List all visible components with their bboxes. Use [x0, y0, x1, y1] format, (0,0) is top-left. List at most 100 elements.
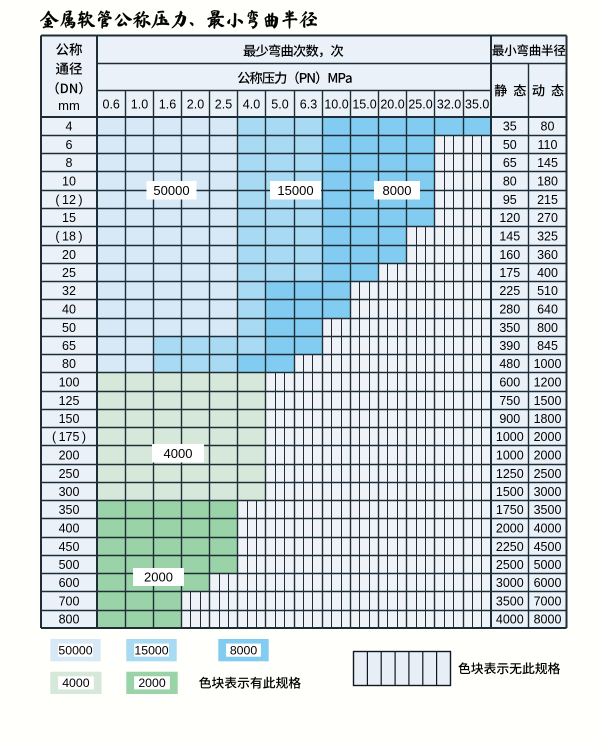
- svg-text:1500: 1500: [496, 485, 524, 499]
- svg-text:10.0: 10.0: [324, 97, 348, 111]
- svg-text:1750: 1750: [496, 503, 524, 517]
- svg-text:10: 10: [62, 175, 76, 189]
- svg-text:25: 25: [62, 266, 76, 280]
- svg-text:2500: 2500: [534, 467, 562, 481]
- svg-text:5000: 5000: [534, 558, 562, 572]
- svg-text:40: 40: [62, 303, 76, 317]
- svg-text:800: 800: [537, 321, 558, 335]
- svg-text:800: 800: [59, 613, 80, 627]
- svg-text:145: 145: [499, 230, 520, 244]
- svg-text:500: 500: [59, 558, 80, 572]
- svg-text:400: 400: [59, 522, 80, 536]
- svg-text:(: (: [52, 430, 57, 444]
- svg-text:250: 250: [59, 467, 80, 481]
- svg-text:3500: 3500: [534, 503, 562, 517]
- svg-text:1.6: 1.6: [159, 97, 176, 111]
- svg-text:2250: 2250: [496, 540, 524, 554]
- svg-text:300: 300: [59, 485, 80, 499]
- svg-text:4500: 4500: [534, 540, 562, 554]
- svg-text:110: 110: [538, 138, 558, 152]
- svg-text:6000: 6000: [534, 576, 562, 590]
- svg-text:2000: 2000: [534, 449, 562, 463]
- svg-text:15.0: 15.0: [352, 97, 376, 111]
- svg-text:50: 50: [62, 321, 76, 335]
- svg-text:8000: 8000: [230, 644, 258, 658]
- svg-text:12: 12: [62, 193, 76, 207]
- svg-text:4000: 4000: [534, 522, 562, 536]
- svg-text:95: 95: [503, 193, 517, 207]
- svg-text:150: 150: [59, 412, 80, 426]
- svg-text:80: 80: [541, 120, 555, 134]
- svg-text:8: 8: [66, 156, 73, 170]
- svg-text:400: 400: [537, 266, 558, 280]
- svg-text:15: 15: [62, 211, 76, 225]
- svg-text:480: 480: [499, 357, 520, 371]
- svg-text:2000: 2000: [138, 676, 166, 690]
- svg-text:1000: 1000: [534, 357, 562, 371]
- svg-text:2.5: 2.5: [215, 97, 232, 111]
- svg-text:25.0: 25.0: [408, 97, 432, 111]
- svg-text:6.3: 6.3: [300, 97, 317, 111]
- svg-text:360: 360: [537, 248, 558, 262]
- svg-text:3000: 3000: [534, 485, 562, 499]
- svg-text:50000: 50000: [58, 644, 92, 658]
- svg-text:8000: 8000: [534, 613, 562, 627]
- svg-text:2000: 2000: [496, 522, 524, 536]
- svg-text:18: 18: [62, 230, 76, 244]
- svg-text:3000: 3000: [496, 576, 524, 590]
- svg-text:2000: 2000: [534, 430, 562, 444]
- svg-text:2.0: 2.0: [187, 97, 204, 111]
- svg-text:(: (: [55, 193, 60, 207]
- svg-text:80: 80: [503, 175, 517, 189]
- svg-text:450: 450: [59, 540, 80, 554]
- svg-text:4.0: 4.0: [243, 97, 260, 111]
- svg-text:1000: 1000: [496, 430, 524, 444]
- svg-text:4000: 4000: [164, 446, 193, 461]
- svg-text:125: 125: [59, 394, 80, 408]
- svg-text:20.0: 20.0: [380, 97, 404, 111]
- svg-text:0.6: 0.6: [103, 97, 120, 111]
- svg-text:4000: 4000: [496, 613, 524, 627]
- svg-text:2500: 2500: [496, 558, 524, 572]
- svg-text:700: 700: [59, 595, 80, 609]
- svg-text:20: 20: [62, 248, 76, 262]
- svg-text:750: 750: [499, 394, 520, 408]
- svg-text:4000: 4000: [62, 676, 90, 690]
- svg-text:mm: mm: [58, 98, 80, 113]
- svg-text:100: 100: [59, 376, 80, 390]
- svg-text:390: 390: [499, 339, 520, 353]
- svg-text:350: 350: [59, 503, 80, 517]
- svg-text:175: 175: [499, 266, 520, 280]
- svg-text:270: 270: [537, 211, 558, 225]
- svg-text:15000: 15000: [277, 183, 313, 198]
- svg-text:8000: 8000: [383, 183, 412, 198]
- svg-text:640: 640: [537, 303, 558, 317]
- svg-text:600: 600: [499, 376, 520, 390]
- svg-text:1500: 1500: [534, 394, 562, 408]
- svg-text:325: 325: [537, 230, 558, 244]
- svg-text:120: 120: [499, 211, 520, 225]
- svg-text:32.0: 32.0: [437, 97, 461, 111]
- svg-text:200: 200: [59, 449, 80, 463]
- svg-text:3500: 3500: [496, 595, 524, 609]
- svg-text:175: 175: [59, 430, 80, 444]
- svg-text:600: 600: [59, 576, 80, 590]
- svg-text:50: 50: [503, 138, 517, 152]
- svg-text:7000: 7000: [534, 595, 562, 609]
- svg-text:900: 900: [499, 412, 520, 426]
- svg-text:50000: 50000: [153, 183, 189, 198]
- svg-text:6: 6: [66, 138, 73, 152]
- svg-text:145: 145: [537, 156, 558, 170]
- svg-text:160: 160: [499, 248, 520, 262]
- svg-text:): ): [78, 230, 82, 244]
- svg-text:4: 4: [66, 120, 73, 134]
- svg-text:1200: 1200: [534, 376, 562, 390]
- svg-text:35.0: 35.0: [465, 97, 489, 111]
- svg-text:845: 845: [537, 339, 558, 353]
- svg-text:280: 280: [499, 303, 520, 317]
- svg-text:32: 32: [62, 284, 76, 298]
- svg-text:510: 510: [537, 284, 558, 298]
- svg-text:80: 80: [62, 357, 76, 371]
- svg-text:15000: 15000: [134, 644, 168, 658]
- svg-text:350: 350: [499, 321, 520, 335]
